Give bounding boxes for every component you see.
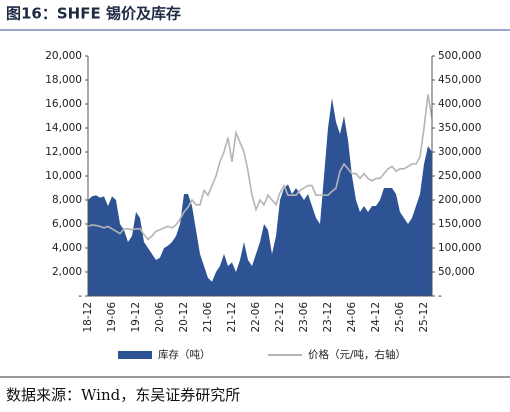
y2-tick-label: 250,000 <box>438 170 481 182</box>
legend-swatch <box>118 351 152 359</box>
x-tick-label: 25-06 <box>394 302 406 333</box>
y-tick-label: 8,000 <box>52 194 82 206</box>
x-tick-label: 20-12 <box>178 302 190 333</box>
y2-tick-label: 350,000 <box>438 122 481 134</box>
x-tick-label: 21-12 <box>226 302 238 333</box>
x-tick-label: 19-06 <box>106 302 118 333</box>
legend-label: 价格（元/吨，右轴） <box>308 348 406 361</box>
y-tick-label: 14,000 <box>45 122 82 134</box>
y-tick-label: 18,000 <box>45 74 82 86</box>
y-tick-label: 6,000 <box>52 218 82 230</box>
x-tick-label: 18-12 <box>82 302 94 333</box>
legend-label: 库存（吨） <box>158 348 211 361</box>
y2-tick-label: 450,000 <box>438 74 481 86</box>
x-tick-label: 25-12 <box>418 302 430 333</box>
y2-tick-label: 50,000 <box>438 266 475 278</box>
chart-title: 图16：SHFE 锡价及库存 <box>6 5 181 23</box>
y2-tick-label: 400,000 <box>438 98 481 110</box>
x-tick-label: 24-06 <box>346 302 358 333</box>
y-tick-label: 10,000 <box>45 170 82 182</box>
x-tick-label: 19-12 <box>130 302 142 333</box>
y2-tick-label: 500,000 <box>438 50 481 62</box>
y2-tick-label: - <box>438 290 442 302</box>
x-tick-label: 22-12 <box>274 302 286 333</box>
y2-tick-label: 100,000 <box>438 242 481 254</box>
inventory-area <box>88 98 432 296</box>
y2-tick-label: 150,000 <box>438 218 481 230</box>
y-tick-label: 16,000 <box>45 98 82 110</box>
x-tick-label: 22-06 <box>250 302 262 333</box>
source-note: 数据来源：Wind，东吴证券研究所 <box>6 386 240 404</box>
y-tick-label: 4,000 <box>52 242 82 254</box>
x-tick-label: 21-06 <box>202 302 214 333</box>
y2-tick-label: 300,000 <box>438 146 481 158</box>
y-tick-label: 20,000 <box>45 50 82 62</box>
y2-tick-label: 200,000 <box>438 194 481 206</box>
x-tick-label: 23-06 <box>298 302 310 333</box>
y-tick-label: 12,000 <box>45 146 82 158</box>
y-tick-label: - <box>78 290 82 302</box>
x-tick-label: 24-12 <box>370 302 382 333</box>
x-tick-label: 23-12 <box>322 302 334 333</box>
price-line <box>87 94 433 241</box>
y-tick-label: 2,000 <box>52 266 82 278</box>
x-tick-label: 20-06 <box>154 302 166 333</box>
